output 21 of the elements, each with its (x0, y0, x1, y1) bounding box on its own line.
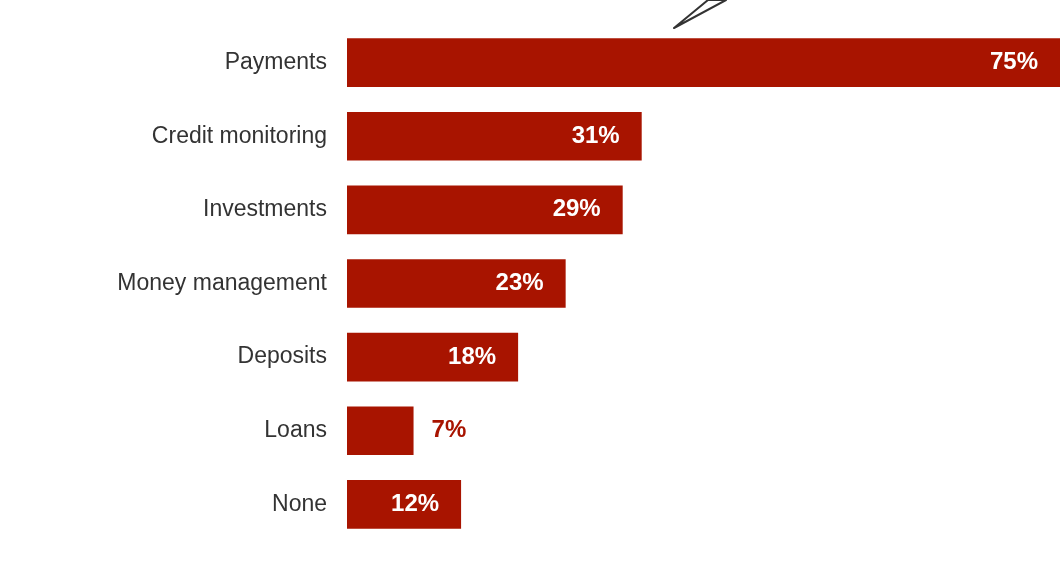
y-tick-label: Money management (117, 268, 328, 295)
bar (347, 185, 623, 235)
data-label: 31% (571, 120, 620, 148)
data-label: 12% (391, 489, 440, 517)
bar (347, 480, 462, 529)
data-label: 18% (448, 341, 497, 369)
bar (347, 111, 642, 161)
y-tick-label: Loans (264, 416, 327, 443)
y-tick-label: Investments (203, 195, 327, 222)
bar (347, 406, 414, 456)
data-label: 29% (552, 194, 601, 222)
y-tick-label: Deposits (237, 342, 327, 369)
bar (347, 38, 1060, 87)
data-label: 23% (495, 268, 544, 296)
data-label: 7% (431, 415, 467, 443)
bar (347, 332, 519, 382)
y-tick-label: None (272, 489, 327, 516)
y-tick-label: Credit monitoring (151, 121, 327, 148)
y-tick-label: Payments (224, 47, 327, 74)
data-label: 75% (989, 47, 1038, 75)
bar (347, 259, 566, 308)
